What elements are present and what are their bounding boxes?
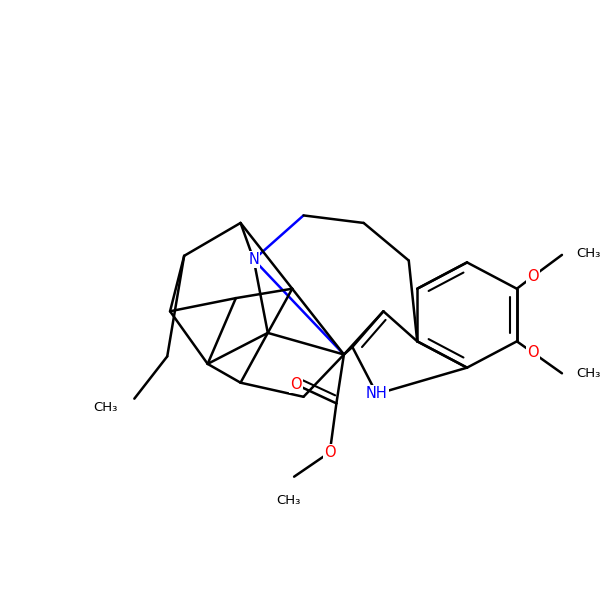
Text: CH₃: CH₃	[576, 367, 600, 380]
Text: O: O	[324, 445, 335, 460]
Text: O: O	[527, 269, 539, 284]
Text: O: O	[527, 345, 539, 360]
Text: NH: NH	[366, 386, 388, 401]
Text: CH₃: CH₃	[576, 247, 600, 260]
Text: O: O	[290, 377, 302, 392]
Text: N: N	[248, 252, 259, 267]
Text: CH₃: CH₃	[276, 494, 301, 506]
Text: CH₃: CH₃	[93, 401, 118, 413]
